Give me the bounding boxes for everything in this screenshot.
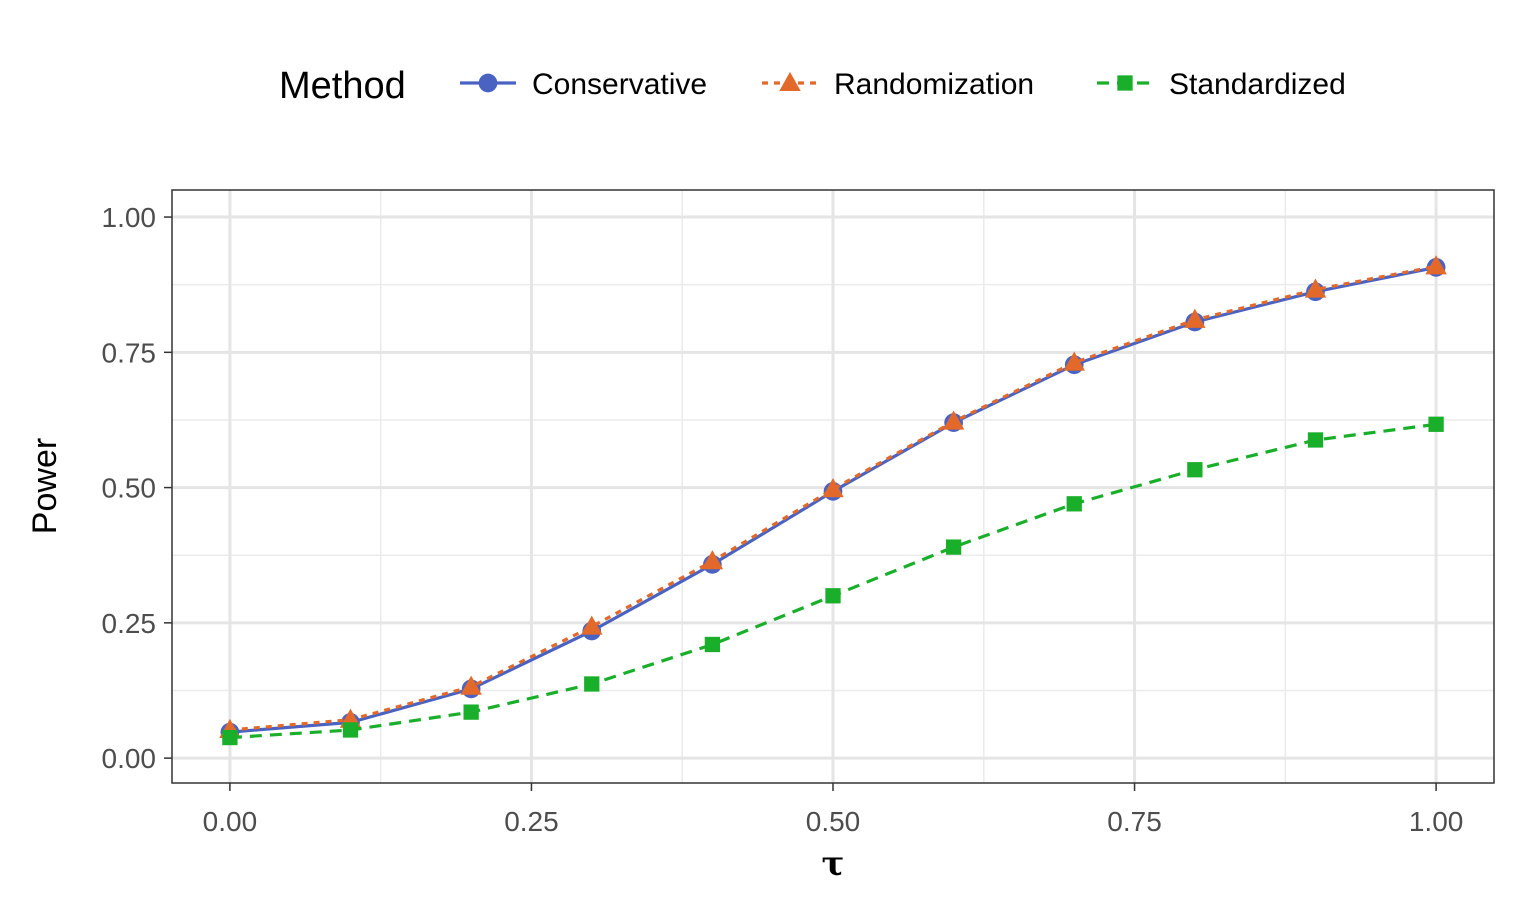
legend-label: Standardized <box>1169 68 1346 101</box>
standardized-point <box>1187 462 1203 478</box>
standardized-point <box>1066 496 1082 512</box>
series-layer <box>219 255 1447 746</box>
randomization-point <box>1063 351 1085 371</box>
standardized-point <box>1307 432 1324 448</box>
randomization-line <box>229 264 1437 732</box>
standardized-point <box>704 636 721 653</box>
standardized-point <box>463 704 479 720</box>
legend: Method Conservative Randomization Standard… <box>279 65 1346 107</box>
y-tick-label: 0.50 <box>102 473 157 504</box>
standardized-point <box>342 722 359 738</box>
randomization-point <box>1304 278 1327 298</box>
legend-item-standardized: Standardized <box>1097 68 1346 101</box>
standardized-point <box>1428 416 1444 432</box>
x-tick-label: 1.00 <box>1409 806 1464 837</box>
y-tick-label: 1.00 <box>102 202 157 233</box>
standardized-point <box>584 676 600 692</box>
x-tick-label: 0.25 <box>504 806 559 837</box>
randomization-point <box>581 615 603 635</box>
randomization-point <box>460 675 482 695</box>
legend-key-marker <box>1117 75 1133 91</box>
y-tick-label: 0.75 <box>102 337 157 368</box>
y-tick-label: 0.25 <box>102 608 157 639</box>
legend-label: Randomization <box>834 68 1034 101</box>
legend-key-marker <box>779 71 801 92</box>
legend-title: Method <box>279 65 406 107</box>
y-axis: 0.00 0.25 0.50 0.75 1.00 <box>102 202 172 774</box>
y-tick-label: 0.00 <box>102 743 157 774</box>
plot-area <box>171 189 1495 784</box>
x-axis-title: τ <box>822 844 845 884</box>
y-axis-title: Power <box>26 438 64 534</box>
legend-key-marker <box>478 73 498 93</box>
randomization-point <box>1425 255 1447 275</box>
x-tick-label: 0.00 <box>203 806 258 837</box>
legend-item-randomization: Randomization <box>762 68 1034 101</box>
randomization-point <box>942 410 965 430</box>
randomization-point <box>701 550 724 570</box>
x-tick-label: 0.75 <box>1107 806 1162 837</box>
legend-items: Conservative Randomization Standardized <box>460 68 1346 101</box>
legend-label: Conservative <box>532 68 707 101</box>
standardized-point <box>222 729 238 746</box>
randomization-point <box>822 478 844 498</box>
randomization-point <box>1184 308 1206 328</box>
standardized-series <box>222 416 1444 746</box>
x-axis: 0.00 0.25 0.50 0.75 1.00 <box>203 783 1464 837</box>
standardized-point <box>945 539 962 555</box>
legend-item-conservative: Conservative <box>460 68 707 101</box>
x-tick-label: 0.50 <box>806 806 861 837</box>
standardized-point <box>825 588 841 604</box>
